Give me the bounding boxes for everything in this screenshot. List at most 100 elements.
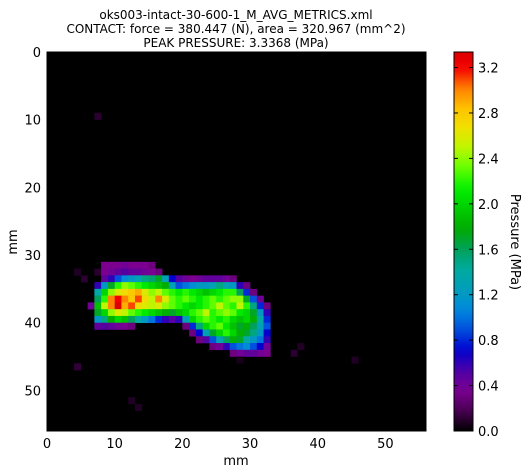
heatmap-cell bbox=[128, 295, 136, 303]
heatmap-cell bbox=[243, 343, 251, 351]
heatmap-cell bbox=[175, 309, 183, 317]
heatmap-cell bbox=[148, 302, 156, 310]
heatmap-cell bbox=[256, 336, 264, 344]
heatmap-cell bbox=[216, 329, 224, 337]
heatmap-cell bbox=[195, 322, 203, 330]
heatmap-cell bbox=[148, 268, 156, 276]
heatmap-cell bbox=[134, 288, 143, 296]
heatmap-cell bbox=[229, 349, 237, 357]
heatmap-cell bbox=[229, 322, 237, 330]
heatmap-cell bbox=[162, 282, 170, 290]
heatmap-cell bbox=[229, 302, 237, 310]
heatmap-cell bbox=[209, 288, 217, 296]
heatmap-cell bbox=[128, 282, 136, 290]
heatmap-cell bbox=[121, 261, 129, 269]
heatmap-cell bbox=[189, 282, 197, 290]
heatmap-cell bbox=[175, 302, 183, 310]
heatmap-cells bbox=[74, 112, 359, 411]
y-tick-label: 50 bbox=[24, 384, 41, 399]
heatmap-cell bbox=[94, 322, 102, 330]
y-tick-label: 10 bbox=[24, 114, 41, 129]
heatmap-cell bbox=[107, 315, 115, 324]
heatmap-cell bbox=[134, 295, 143, 303]
heatmap-cell bbox=[229, 336, 237, 344]
heatmap-cell bbox=[128, 397, 136, 405]
heatmap-cell bbox=[107, 322, 115, 330]
heatmap-cell bbox=[101, 309, 109, 317]
heatmap-cell bbox=[250, 322, 258, 330]
heatmap-cell bbox=[155, 295, 163, 303]
heatmap-cell bbox=[134, 309, 143, 317]
heatmap-cell bbox=[107, 282, 115, 290]
heatmap-cell bbox=[141, 315, 149, 324]
heatmap-cell bbox=[114, 275, 122, 283]
heatmap-cell bbox=[236, 315, 244, 324]
heatmap-cell bbox=[168, 315, 176, 324]
x-tick-label: 0 bbox=[43, 437, 51, 452]
heatmap-cell bbox=[94, 282, 102, 290]
heatmap-cell bbox=[263, 302, 271, 310]
heatmap-cell bbox=[243, 295, 251, 303]
heatmap-cell bbox=[189, 295, 197, 303]
heatmap-cell bbox=[297, 343, 305, 351]
heatmap-cell bbox=[243, 282, 251, 290]
x-tick-label: 10 bbox=[106, 437, 123, 452]
heatmap-cell bbox=[189, 329, 197, 337]
heatmap-cell bbox=[202, 302, 210, 310]
heatmap-cell bbox=[236, 295, 244, 303]
heatmap-cell bbox=[101, 275, 109, 283]
heatmap-cell bbox=[121, 275, 129, 283]
heatmap-cell bbox=[189, 288, 197, 296]
heatmap-cell bbox=[209, 343, 217, 351]
heatmap-cell bbox=[94, 309, 102, 317]
heatmap-cell bbox=[182, 302, 190, 310]
heatmap-cell bbox=[134, 403, 143, 411]
heatmap-cell bbox=[94, 112, 102, 120]
heatmap-cell bbox=[189, 315, 197, 324]
heatmap-cell bbox=[175, 295, 183, 303]
heatmap-cell bbox=[121, 288, 129, 296]
heatmap-cell bbox=[243, 288, 251, 296]
heatmap-cell bbox=[243, 329, 251, 337]
heatmap-cell bbox=[134, 261, 143, 269]
heatmap-cell bbox=[256, 329, 264, 337]
heatmap-cell bbox=[182, 295, 190, 303]
x-tick-label: 30 bbox=[242, 437, 259, 452]
heatmap-cell bbox=[168, 282, 176, 290]
heatmap-cell bbox=[134, 282, 143, 290]
heatmap-cell bbox=[182, 309, 190, 317]
heatmap-cell bbox=[148, 282, 156, 290]
heatmap-cell bbox=[162, 295, 170, 303]
heatmap-cell bbox=[155, 315, 163, 324]
heatmap-cell bbox=[107, 268, 115, 276]
heatmap-cell bbox=[243, 336, 251, 344]
heatmap-cell bbox=[236, 282, 244, 290]
heatmap-cell bbox=[141, 275, 149, 283]
heatmap-cell bbox=[121, 302, 129, 310]
heatmap-cell bbox=[101, 282, 109, 290]
heatmap-cell bbox=[121, 322, 129, 330]
y-tick-label: 0 bbox=[33, 46, 41, 61]
heatmap-cell bbox=[263, 343, 271, 351]
heatmap-cell bbox=[101, 268, 109, 276]
chart-title-line-2: CONTACT: force = 380.447 (N), area = 320… bbox=[66, 22, 405, 36]
heatmap-cell bbox=[141, 288, 149, 296]
heatmap-cell bbox=[121, 268, 129, 276]
heatmap-cell bbox=[290, 349, 298, 357]
heatmap-cell bbox=[351, 356, 359, 364]
y-axis-label: mm bbox=[6, 229, 21, 254]
heatmap-cell bbox=[182, 282, 190, 290]
heatmap-cell bbox=[148, 295, 156, 303]
heatmap-cell bbox=[162, 302, 170, 310]
heatmap-cell bbox=[236, 356, 244, 364]
heatmap-background bbox=[47, 52, 426, 431]
heatmap-cell bbox=[222, 302, 231, 310]
heatmap-cell bbox=[229, 282, 237, 290]
heatmap-cell bbox=[195, 282, 203, 290]
x-tick-label: 50 bbox=[377, 437, 394, 452]
heatmap-cell bbox=[243, 349, 251, 357]
heatmap-cell bbox=[222, 315, 231, 324]
heatmap-cell bbox=[229, 343, 237, 351]
heatmap-cell bbox=[216, 309, 224, 317]
heatmap-cell bbox=[107, 302, 115, 310]
